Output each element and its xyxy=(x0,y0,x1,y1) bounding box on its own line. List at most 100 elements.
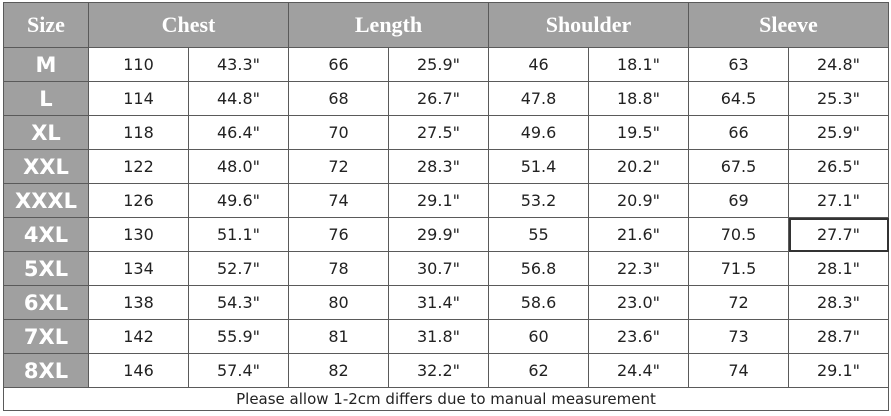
measurement-cell: 22.3" xyxy=(588,251,689,286)
measurement-cell: 20.2" xyxy=(588,149,689,184)
measurement-cell: 146 xyxy=(88,353,189,388)
measurement-cell: 28.3" xyxy=(388,149,489,184)
measurement-cell: 28.7" xyxy=(788,319,889,354)
measurement-cell: 70 xyxy=(288,115,389,150)
size-row: XL 118 46.4" 70 27.5" 49.6 19.5" 66 25.9" xyxy=(3,115,889,150)
measurement-cell: 60 xyxy=(488,319,589,354)
measurement-cell: 57.4" xyxy=(188,353,289,388)
measurement-cell: 53.2 xyxy=(488,183,589,218)
measurement-cell: 54.3" xyxy=(188,285,289,320)
size-label: XL xyxy=(3,115,89,150)
measurement-cell: 138 xyxy=(88,285,189,320)
measurement-cell: 23.6" xyxy=(588,319,689,354)
size-row: M 110 43.3" 66 25.9" 46 18.1" 63 24.8" xyxy=(3,47,889,82)
measurement-cell: 81 xyxy=(288,319,389,354)
size-row: 5XL 134 52.7" 78 30.7" 56.8 22.3" 71.5 28.1" xyxy=(3,251,889,286)
measurement-cell: 55 xyxy=(488,217,589,252)
measurement-cell: 58.6 xyxy=(488,285,589,320)
measurement-cell: 19.5" xyxy=(588,115,689,150)
header-row: Size Chest Length Shoulder Sleeve xyxy=(3,2,889,48)
measurement-cell: 46 xyxy=(488,47,589,82)
measurement-cell: 25.9" xyxy=(388,47,489,82)
measurement-cell: 25.3" xyxy=(788,81,889,116)
measurement-cell: 72 xyxy=(288,149,389,184)
size-row: XXXL 126 49.6" 74 29.1" 53.2 20.9" 69 27.1" xyxy=(3,183,889,218)
measurement-cell: 66 xyxy=(288,47,389,82)
header-cell: Shoulder xyxy=(488,2,689,48)
header-cell: Sleeve xyxy=(688,2,889,48)
measurement-cell: 27.1" xyxy=(788,183,889,218)
header-cell: Size xyxy=(3,2,89,48)
measurement-cell: 31.8" xyxy=(388,319,489,354)
size-row: 4XL 130 51.1" 76 29.9" 55 21.6" 70.5 27.7" xyxy=(3,217,889,252)
measurement-cell: 122 xyxy=(88,149,189,184)
measurement-cell: 67.5 xyxy=(688,149,789,184)
measurement-cell: 82 xyxy=(288,353,389,388)
measurement-cell: 29.1" xyxy=(788,353,889,388)
measurement-cell: 27.5" xyxy=(388,115,489,150)
measurement-cell: 70.5 xyxy=(688,217,789,252)
measurement-cell: 24.4" xyxy=(588,353,689,388)
size-label: XXL xyxy=(3,149,89,184)
header-cell: Chest xyxy=(88,2,289,48)
size-chart: Size Chest Length Shoulder Sleeve M 110 43… xyxy=(3,2,889,411)
measurement-cell: 32.2" xyxy=(388,353,489,388)
measurement-cell: 62 xyxy=(488,353,589,388)
size-table: Size Chest Length Shoulder Sleeve M 110 43… xyxy=(3,2,889,411)
size-row: 7XL 142 55.9" 81 31.8" 60 23.6" 73 28.7" xyxy=(3,319,889,354)
measurement-cell: 18.8" xyxy=(588,81,689,116)
header-cell: Length xyxy=(288,2,489,48)
size-row: XXL 122 48.0" 72 28.3" 51.4 20.2" 67.5 26.5" xyxy=(3,149,889,184)
measurement-cell: 31.4" xyxy=(388,285,489,320)
measurement-cell: 26.7" xyxy=(388,81,489,116)
measurement-cell: 27.7" xyxy=(788,217,889,252)
measurement-cell: 51.1" xyxy=(188,217,289,252)
measurement-cell: 118 xyxy=(88,115,189,150)
measurement-cell: 52.7" xyxy=(188,251,289,286)
size-row: 8XL 146 57.4" 82 32.2" 62 24.4" 74 29.1" xyxy=(3,353,889,388)
measurement-cell: 72 xyxy=(688,285,789,320)
measurement-cell: 130 xyxy=(88,217,189,252)
size-row: L 114 44.8" 68 26.7" 47.8 18.8" 64.5 25.3" xyxy=(3,81,889,116)
measurement-cell: 55.9" xyxy=(188,319,289,354)
measurement-cell: 74 xyxy=(288,183,389,218)
measurement-cell: 56.8 xyxy=(488,251,589,286)
measurement-cell: 63 xyxy=(688,47,789,82)
measurement-cell: 49.6 xyxy=(488,115,589,150)
measurement-cell: 43.3" xyxy=(188,47,289,82)
measurement-cell: 48.0" xyxy=(188,149,289,184)
table-body: M 110 43.3" 66 25.9" 46 18.1" 63 24.8" L 114 44.8" 6… xyxy=(3,47,889,388)
measurement-cell: 73 xyxy=(688,319,789,354)
measurement-cell: 21.6" xyxy=(588,217,689,252)
size-label: 7XL xyxy=(3,319,89,354)
size-label: 6XL xyxy=(3,285,89,320)
size-label: 4XL xyxy=(3,217,89,252)
measurement-cell: 23.0" xyxy=(588,285,689,320)
measurement-cell: 29.9" xyxy=(388,217,489,252)
size-label: 5XL xyxy=(3,251,89,286)
measurement-cell: 126 xyxy=(88,183,189,218)
measurement-cell: 44.8" xyxy=(188,81,289,116)
measurement-cell: 20.9" xyxy=(588,183,689,218)
measurement-cell: 71.5 xyxy=(688,251,789,286)
measurement-cell: 18.1" xyxy=(588,47,689,82)
measurement-cell: 30.7" xyxy=(388,251,489,286)
size-label: XXXL xyxy=(3,183,89,218)
measurement-cell: 49.6" xyxy=(188,183,289,218)
measurement-cell: 69 xyxy=(688,183,789,218)
size-label: M xyxy=(3,47,89,82)
measurement-cell: 24.8" xyxy=(788,47,889,82)
measurement-cell: 51.4 xyxy=(488,149,589,184)
measurement-cell: 68 xyxy=(288,81,389,116)
note-row: Please allow 1-2cm differs due to manual… xyxy=(3,387,889,411)
measurement-cell: 46.4" xyxy=(188,115,289,150)
measurement-cell: 64.5 xyxy=(688,81,789,116)
size-row: 6XL 138 54.3" 80 31.4" 58.6 23.0" 72 28.3" xyxy=(3,285,889,320)
measurement-cell: 29.1" xyxy=(388,183,489,218)
size-label: 8XL xyxy=(3,353,89,388)
measurement-cell: 78 xyxy=(288,251,389,286)
measurement-cell: 76 xyxy=(288,217,389,252)
measurement-cell: 25.9" xyxy=(788,115,889,150)
measurement-cell: 47.8 xyxy=(488,81,589,116)
